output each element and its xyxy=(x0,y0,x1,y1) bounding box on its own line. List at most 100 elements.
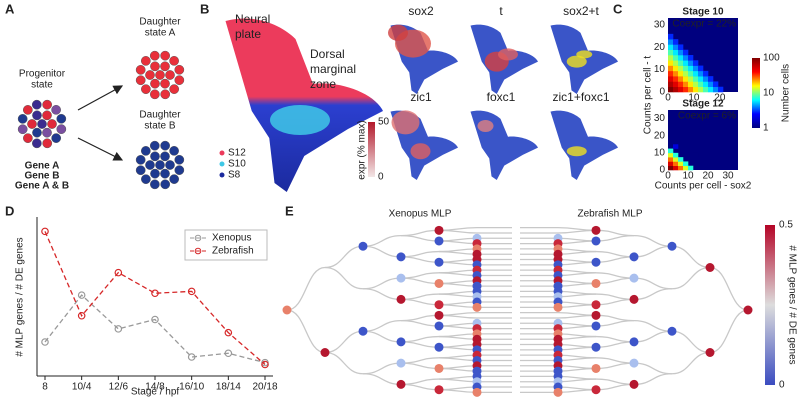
x-axis-label: Counts per cell - sox2 xyxy=(655,181,752,192)
point xyxy=(114,325,123,333)
heatmap-cell xyxy=(683,165,689,171)
panel-label: C xyxy=(613,1,623,16)
tree-node xyxy=(591,310,601,320)
gene-title: sox2 xyxy=(408,4,434,18)
tree-node xyxy=(434,300,444,310)
heatmap-cell xyxy=(683,86,689,93)
cell xyxy=(174,64,185,75)
heatmap-cell xyxy=(698,81,704,88)
cell xyxy=(150,61,160,72)
tree-node xyxy=(553,387,563,397)
point xyxy=(187,353,196,361)
tree-branch xyxy=(400,378,440,386)
tree-branch xyxy=(595,335,635,343)
heatmap-cell xyxy=(673,86,679,93)
point xyxy=(224,328,233,337)
heatmap-cell xyxy=(673,49,679,56)
tree-branch xyxy=(557,240,597,245)
tree-branch xyxy=(438,229,478,234)
cell xyxy=(174,165,185,175)
tree-branch xyxy=(438,335,478,340)
tree-node xyxy=(396,358,406,368)
point xyxy=(261,360,269,369)
cell xyxy=(160,140,170,151)
cell xyxy=(141,174,151,185)
tree-node xyxy=(591,300,601,310)
tree-node xyxy=(667,326,677,336)
cell xyxy=(37,119,47,129)
gene-title: zic1 xyxy=(410,90,432,104)
tree-branch xyxy=(595,293,635,301)
cell xyxy=(23,133,33,144)
legend-label: Xenopus xyxy=(212,233,251,244)
y-tick-label: 10 xyxy=(654,64,666,75)
y-axis-label: # MLP genes / # DE genes xyxy=(15,237,26,356)
tree-branch xyxy=(671,330,711,354)
tree-branch xyxy=(709,309,749,354)
cell xyxy=(165,70,175,80)
cell xyxy=(140,146,151,156)
heatmap-cell xyxy=(693,76,699,82)
tree-branch xyxy=(557,272,597,277)
tree-branch xyxy=(671,351,711,375)
heatmap-cell xyxy=(688,165,694,171)
cell xyxy=(51,133,62,143)
tree-node xyxy=(320,348,330,357)
coexpr-label: Coexpr = 6% xyxy=(678,111,736,122)
tree-node xyxy=(591,278,601,288)
heatmap-cell xyxy=(698,70,704,77)
legend-marker xyxy=(194,247,202,255)
tree-branch xyxy=(362,330,402,343)
expression-hotspot xyxy=(388,24,408,41)
cell xyxy=(17,114,28,124)
tree-branch xyxy=(595,341,635,348)
heatmap-cell xyxy=(688,70,694,77)
tree-branch xyxy=(595,378,635,386)
panel-label: E xyxy=(285,203,294,218)
tree-branch xyxy=(362,245,402,258)
x-tick-label: 20 xyxy=(702,171,714,182)
tree-node xyxy=(396,337,406,347)
tree-branch xyxy=(557,229,597,234)
heatmap-title: Stage 12 xyxy=(682,99,724,110)
x-tick-label: 14/8 xyxy=(145,382,165,393)
legend-label: Gene A xyxy=(25,161,60,172)
cell xyxy=(160,179,171,190)
cell xyxy=(47,119,57,129)
point xyxy=(224,349,233,358)
tree-node xyxy=(629,273,639,283)
tree xyxy=(282,225,753,397)
cell xyxy=(32,110,42,121)
heatmap-cell xyxy=(693,65,699,72)
cell xyxy=(150,89,160,100)
colorbar-tick: 0.5 xyxy=(779,220,793,231)
tree-node xyxy=(629,252,639,262)
tree-branch xyxy=(633,330,673,343)
tree-node xyxy=(434,321,444,331)
heatmap-cell xyxy=(668,44,674,51)
tree-node xyxy=(591,342,601,352)
heatmap-cell xyxy=(673,152,679,158)
colorbar-tick: 1 xyxy=(763,123,769,134)
tree-branch xyxy=(557,335,597,340)
heatmap-cell xyxy=(708,86,714,93)
tree-title: Xenopus MLP xyxy=(389,209,452,220)
tree-node xyxy=(591,363,601,373)
cell xyxy=(155,160,165,170)
cell xyxy=(174,75,185,85)
cell xyxy=(56,124,67,134)
tree-branch xyxy=(595,319,635,327)
tree-branch xyxy=(557,282,597,287)
tree-branch xyxy=(633,362,673,375)
tree-node xyxy=(358,326,368,336)
cell xyxy=(42,127,52,138)
x-tick-label: 0 xyxy=(665,93,671,104)
x-tick-label: 10 xyxy=(682,171,694,182)
cell xyxy=(135,65,146,75)
heatmap-cell xyxy=(718,86,724,93)
x-axis-label: Stage / hpf xyxy=(131,387,180,398)
heatmap-cell xyxy=(668,86,674,93)
colorbar-tick: 50 xyxy=(378,117,390,128)
heatmap-cell xyxy=(668,70,674,77)
